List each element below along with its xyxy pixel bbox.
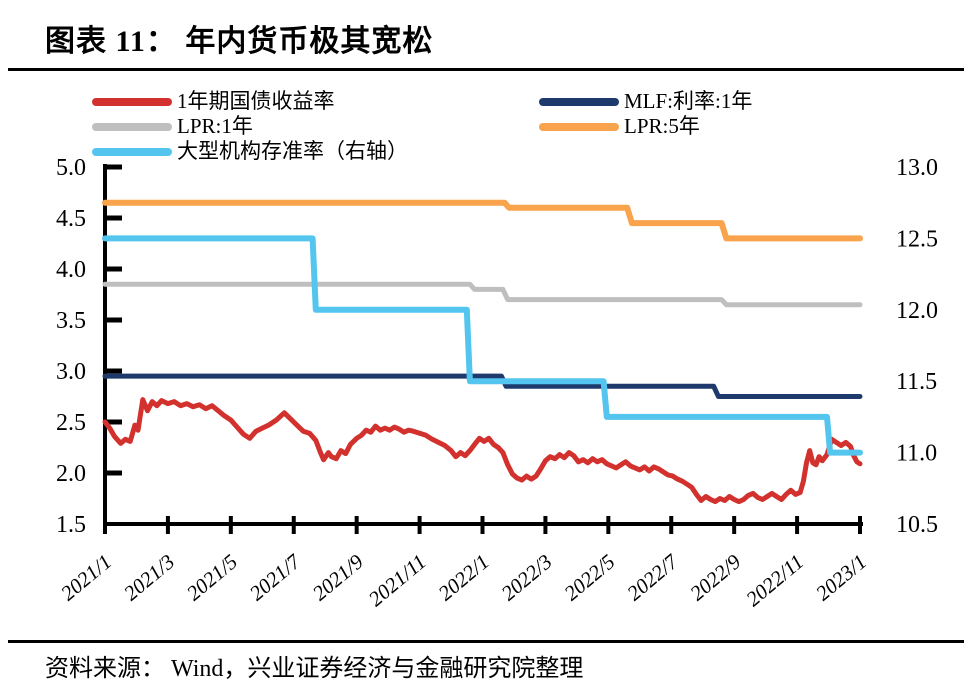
series-line-left-LPR%3A5%E5%B9%B4 [102,199,863,242]
x-axis-label: 2021/9 [308,549,368,605]
series-line-left-1%E5%B9%B4%E6%9C%9F%E5%9B%BD%E5%80%BA%E6%94%B6%E7%9B%8A%E7%8E%87 [102,397,863,505]
x-axis-label: 2021/1 [56,549,116,605]
y-axis-label-left: 2.5 [56,410,86,436]
x-axis-label: 2022/7 [622,548,683,605]
y-axis-label-left: 4.5 [56,206,86,232]
x-axis-label: 2021/5 [182,549,242,605]
series-line-right-%E5%A4%A7%E5%9E%8B%E6%9C%BA%E6%9E%84%E5%AD%98%E5%87%86%E7%8E%87%EF%BC%88%E5%8F%B3%E8%BD%B4%EF%BC%89 [102,235,863,456]
y-axis-label-right: 11.5 [896,369,937,395]
y-axis-label-right: 12.0 [896,298,938,324]
x-axis-label: 2022/1 [434,549,494,605]
x-axis-label: 2023/1 [811,549,871,605]
x-axis-label: 2022/5 [559,549,619,605]
y-axis-label-right: 11.0 [896,441,937,467]
y-axis-label-left: 2.0 [56,461,86,487]
x-axis-label: 2022/9 [685,549,745,605]
title-underline [8,68,964,71]
y-axis-label-right: 12.5 [896,226,938,252]
x-axis-label: 2022/11 [741,549,808,611]
source-note: 资料来源： Wind，兴业证券经济与金融研究院整理 [45,656,584,682]
y-axis-label-right: 13.0 [896,155,938,181]
y-axis-label-right: 10.5 [896,512,938,538]
chart-title: 图表 11： 年内货币极其宽松 [45,25,434,58]
y-axis-label-left: 3.5 [56,308,86,334]
series-line-left-MLF%3A%E5%88%A9%E7%8E%87%3A1%E5%B9%B4 [102,373,863,399]
series-line-left-LPR%3A1%E5%B9%B4 [102,281,863,308]
x-axis-label: 2021/11 [364,549,431,611]
y-axis-label-left: 4.0 [56,257,86,283]
x-axis-label: 2021/7 [245,548,306,605]
y-axis-label-left: 5.0 [56,155,86,181]
x-axis-label: 2022/3 [497,549,557,605]
y-axis-label-left: 1.5 [56,512,86,538]
footer-rule [8,640,964,643]
y-axis-label-left: 3.0 [56,359,86,385]
x-axis-label: 2021/3 [119,549,179,605]
